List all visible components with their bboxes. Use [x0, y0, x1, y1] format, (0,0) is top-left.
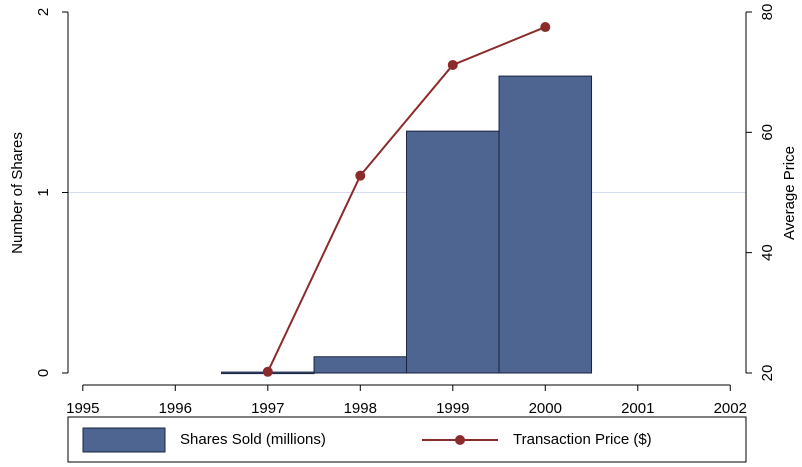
bar — [498, 75, 593, 374]
legend-swatch — [82, 427, 166, 453]
y-tick-label: 1 — [35, 188, 52, 196]
line — [266, 26, 546, 373]
x-tick-label: 1995 — [66, 400, 99, 417]
x-tick-label: 1999 — [436, 400, 469, 417]
x-tick-label: 1996 — [159, 400, 192, 417]
x-tick-label: 1998 — [344, 400, 377, 417]
legend-label: Transaction Price ($) — [513, 431, 652, 448]
x-tick-label: 2002 — [714, 400, 747, 417]
y-tick-label: 2 — [35, 8, 52, 16]
y2-tick-label: 60 — [759, 124, 776, 141]
legend-label: Shares Sold (millions) — [180, 431, 326, 448]
y2-tick-label: 80 — [759, 4, 776, 21]
point — [447, 59, 458, 70]
y2-axis-title: Average Price — [781, 146, 798, 240]
y2-tick-label: 20 — [759, 365, 776, 382]
legend-marker — [455, 435, 465, 445]
bar — [406, 130, 500, 374]
point — [355, 170, 366, 181]
x-tick-label: 2000 — [529, 400, 562, 417]
legend-box — [67, 416, 747, 463]
y-tick-label: 0 — [35, 369, 52, 377]
bar — [313, 356, 408, 374]
x-tick-label: 2001 — [621, 400, 654, 417]
point — [262, 366, 273, 377]
point — [540, 22, 551, 33]
x-tick-label: 1997 — [251, 400, 284, 417]
y-axis-title: Number of Shares — [9, 132, 26, 254]
y2-tick-label: 40 — [759, 244, 776, 261]
